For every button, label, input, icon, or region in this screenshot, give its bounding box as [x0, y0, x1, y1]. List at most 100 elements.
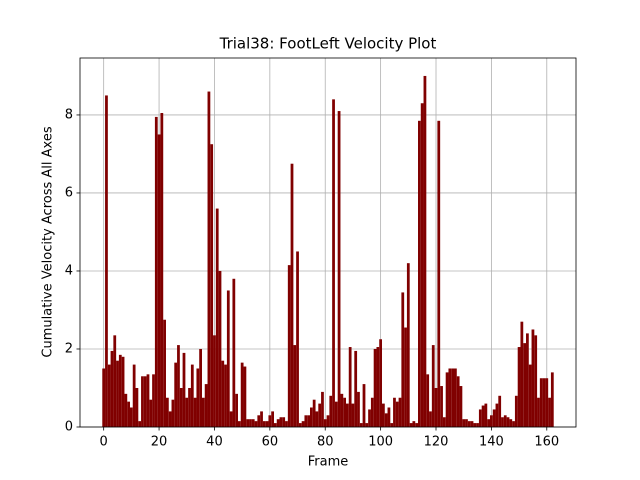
bar — [329, 395, 333, 427]
bar — [116, 360, 119, 427]
bar — [318, 403, 322, 427]
bar — [404, 327, 407, 427]
bar — [412, 421, 416, 427]
bar — [409, 423, 413, 427]
bar — [451, 368, 455, 427]
x-tick-label: 120 — [424, 435, 449, 450]
bar — [470, 421, 474, 427]
bar — [301, 421, 305, 427]
bar — [365, 423, 369, 427]
bar — [190, 364, 194, 427]
bar — [118, 354, 122, 427]
bar — [163, 319, 166, 427]
y-tick-label: 2 — [65, 341, 73, 356]
bar — [481, 405, 485, 427]
bar — [487, 419, 491, 427]
bar — [110, 350, 114, 427]
bar — [531, 329, 535, 427]
bar — [271, 411, 274, 427]
bar — [490, 415, 493, 427]
bar — [379, 339, 383, 427]
bar — [343, 397, 347, 427]
bar — [157, 134, 161, 427]
bar — [240, 362, 244, 427]
x-tick-label: 140 — [479, 435, 504, 450]
bar — [501, 417, 504, 427]
bar — [370, 397, 374, 427]
bar — [476, 423, 479, 427]
bar — [237, 421, 241, 427]
bar — [287, 265, 291, 427]
bar — [528, 364, 532, 427]
bar — [168, 411, 172, 427]
bar — [354, 350, 358, 427]
bar — [465, 419, 468, 427]
bar — [141, 376, 144, 427]
bar — [260, 411, 263, 427]
bar — [265, 421, 269, 427]
bar — [473, 423, 477, 427]
bar — [545, 378, 549, 427]
bar — [282, 417, 286, 427]
bar — [315, 411, 319, 427]
bar — [290, 163, 294, 427]
bar — [307, 415, 310, 427]
bar — [323, 419, 327, 427]
bar — [401, 292, 405, 427]
bar — [243, 366, 247, 427]
bar — [251, 419, 255, 427]
bar — [406, 263, 410, 427]
bar — [395, 401, 399, 427]
bar — [193, 397, 197, 427]
bar — [387, 407, 391, 427]
bar — [179, 387, 183, 427]
bar — [268, 415, 272, 427]
x-tick-label: 100 — [368, 435, 393, 450]
bar — [199, 348, 202, 427]
bar — [334, 401, 338, 427]
bar — [332, 99, 335, 427]
x-tick-label: 40 — [206, 435, 223, 450]
bar — [232, 278, 236, 427]
bar — [456, 376, 460, 427]
bar — [512, 421, 515, 427]
bar — [132, 364, 136, 427]
bar — [459, 386, 463, 427]
bar — [503, 415, 507, 427]
bar — [326, 415, 330, 427]
bar — [368, 409, 371, 427]
bar — [146, 374, 150, 427]
bar — [523, 343, 527, 427]
bar — [357, 391, 360, 427]
bar — [418, 120, 421, 428]
bar — [454, 368, 457, 427]
bar — [420, 103, 424, 427]
x-axis-label: Frame — [308, 455, 349, 470]
bar — [105, 95, 108, 427]
axes-frame — [79, 57, 577, 428]
bar — [285, 421, 288, 427]
bar — [321, 391, 324, 427]
y-axis-label: Cumulative Velocity Across All Axes — [41, 126, 56, 357]
bar — [174, 362, 178, 427]
bar — [340, 393, 344, 427]
bar — [346, 403, 349, 427]
bar — [514, 395, 518, 427]
bar — [273, 423, 277, 427]
bar — [437, 120, 441, 428]
bar — [182, 352, 186, 427]
bar — [249, 419, 252, 427]
bar — [448, 368, 452, 427]
bar — [165, 397, 169, 427]
x-tick-label: 0 — [100, 435, 108, 450]
bar — [498, 395, 502, 427]
bar — [309, 407, 313, 427]
bar — [221, 360, 225, 427]
bar — [235, 393, 238, 427]
bar — [127, 401, 130, 427]
bar — [213, 335, 216, 427]
bar — [520, 321, 524, 427]
bar — [196, 368, 200, 427]
bar — [207, 91, 211, 427]
bar — [204, 384, 208, 427]
